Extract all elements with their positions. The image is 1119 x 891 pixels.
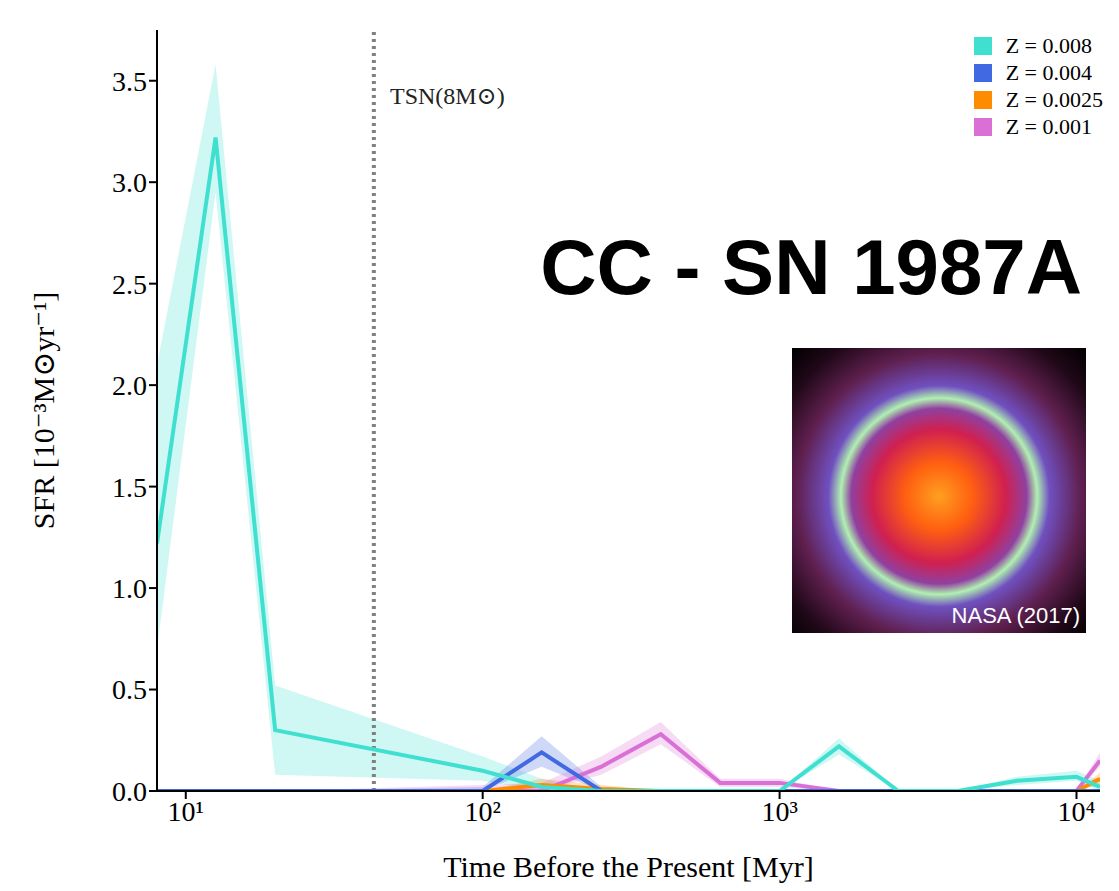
html-text:NASA (2017): NASA (2017) <box>951 603 1080 628</box>
svg-text:0.5: 0.5 <box>112 674 147 705</box>
svg-text:10¹: 10¹ <box>168 796 204 827</box>
svg-text:2.0: 2.0 <box>112 370 147 401</box>
html-text:Z = 0.008: Z = 0.008 <box>1005 32 1092 58</box>
html-text:Z = 0.001: Z = 0.001 <box>1005 113 1092 139</box>
svg-text:1.5: 1.5 <box>112 472 147 503</box>
html-text:CC - SN 1987A: CC - SN 1987A <box>540 223 1082 311</box>
html-text:TSN(8M⊙): TSN(8M⊙) <box>390 83 505 109</box>
svg-text:1.0: 1.0 <box>112 573 147 604</box>
svg-text:10⁴: 10⁴ <box>1058 796 1096 827</box>
svg-text:3.0: 3.0 <box>112 167 147 198</box>
svg-text:2.5: 2.5 <box>112 269 147 300</box>
html-text:Z = 0.0025: Z = 0.0025 <box>1005 86 1103 112</box>
html-text:Z = 0.004: Z = 0.004 <box>1005 59 1092 85</box>
svg-text:3.5: 3.5 <box>112 66 147 97</box>
svg-text:0.0: 0.0 <box>112 776 147 807</box>
svg-text:SFR [10⁻³M⊙yr⁻¹]: SFR [10⁻³M⊙yr⁻¹] <box>27 292 60 529</box>
svg-text:Time Before the Present [Myr]: Time Before the Present [Myr] <box>443 850 814 883</box>
svg-text:10³: 10³ <box>761 796 797 827</box>
svg-text:10²: 10² <box>464 796 500 827</box>
